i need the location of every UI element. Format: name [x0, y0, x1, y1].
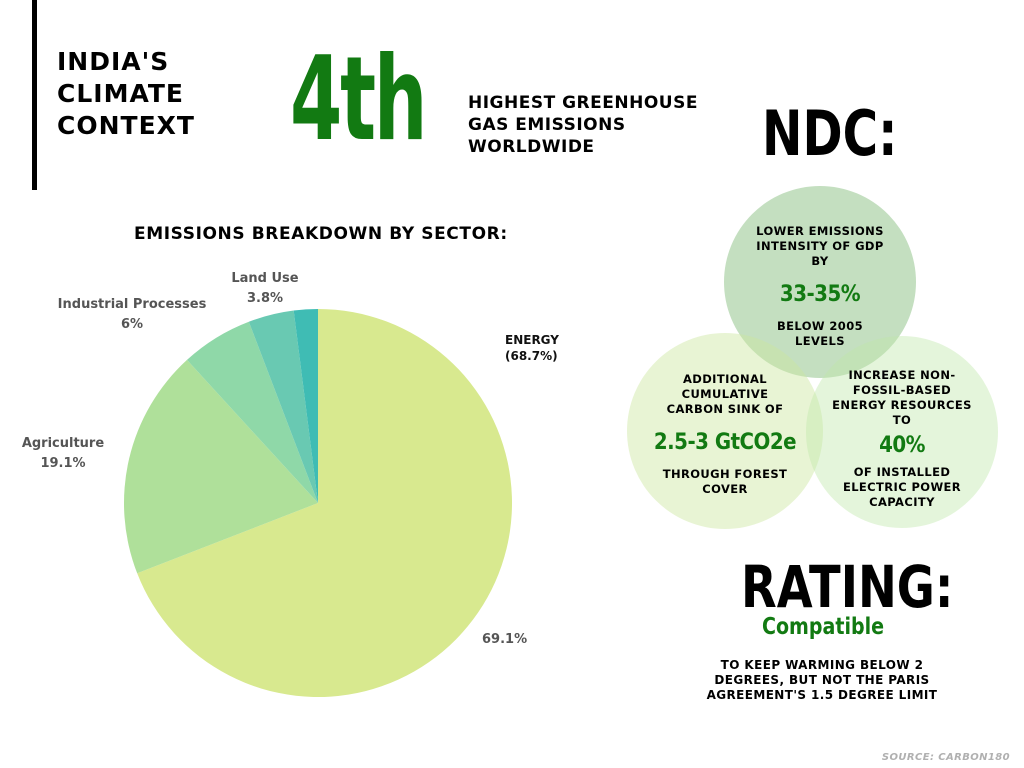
energy-annotation-name: ENERGY	[505, 333, 559, 347]
ndc-target-text: BY	[811, 254, 829, 268]
rating-description: TO KEEP WARMING BELOW 2 DEGREES, BUT NOT…	[690, 658, 954, 703]
ndc-target-text: THROUGH FOREST	[662, 467, 788, 481]
ndc-target-value: 40%	[879, 433, 925, 458]
ndc-target-text: CARBON SINK OF	[666, 402, 784, 416]
ndc-target-text: INCREASE NON-	[848, 368, 956, 382]
ndc-target-text: INTENSITY OF GDP	[756, 239, 884, 253]
ndc-target-carbon-sink: ADDITIONAL CUMULATIVE CARBON SINK OF 2.5…	[648, 372, 802, 497]
ndc-target-text: ADDITIONAL	[682, 372, 768, 386]
ndc-target-text: LEVELS	[795, 334, 845, 348]
ndc-target-text: OF INSTALLED	[853, 465, 951, 479]
pie-slice-label: Land Use	[231, 271, 298, 286]
rank-description-line: HIGHEST GREENHOUSE	[468, 93, 698, 113]
rating-description-line: DEGREES, BUT NOT THE PARIS	[714, 673, 930, 687]
source-credit: SOURCE: CARBON180	[881, 752, 1010, 763]
pie-slice	[124, 359, 318, 574]
ndc-target-text: ELECTRIC POWER	[842, 480, 962, 494]
ndc-target-text: LOWER EMISSIONS	[756, 224, 884, 238]
rating-title: RATING:	[741, 553, 954, 621]
pie-slice-value-label: 6%	[121, 317, 143, 332]
rating-value: Compatible	[762, 614, 885, 640]
context-title-line: INDIA'S	[57, 47, 170, 76]
energy-annotation-value: (68.7%)	[505, 349, 558, 363]
pie-slice	[248, 310, 318, 503]
pie-slice-label: Industrial Processes	[58, 297, 207, 312]
ndc-target-text: ENERGY RESOURCES	[832, 398, 972, 412]
ndc-target-text: CUMULATIVE	[681, 387, 769, 401]
accent-bar	[32, 0, 37, 190]
ndc-target-gdp: LOWER EMISSIONS INTENSITY OF GDP BY 33-3…	[745, 224, 895, 349]
ndc-target-value: 33-35%	[779, 282, 861, 307]
pie-slice	[186, 321, 318, 503]
pie-slice	[137, 309, 512, 697]
rank-description-line: WORLDWIDE	[468, 137, 595, 157]
pie-slice-label: Agriculture	[22, 436, 105, 451]
ndc-circle-gdp	[724, 186, 916, 378]
sector-pie-chart: 69.1% Agriculture 19.1% Industrial Processe…	[22, 271, 559, 697]
rating-description-line: TO KEEP WARMING BELOW 2	[720, 658, 924, 672]
ndc-circle-non-fossil	[806, 336, 998, 528]
ndc-target-text: BELOW 2005	[776, 319, 863, 333]
ndc-target-text: COVER	[702, 482, 748, 496]
ndc-target-text: FOSSIL-BASED	[852, 383, 952, 397]
rank-description: HIGHEST GREENHOUSE GAS EMISSIONS WORLDWI…	[468, 92, 728, 158]
ndc-title: NDC:	[762, 97, 898, 170]
ndc-target-text: CAPACITY	[869, 495, 935, 509]
chart-title: EMISSIONS BREAKDOWN BY SECTOR:	[134, 224, 508, 244]
rank-description-line: GAS EMISSIONS	[468, 115, 626, 135]
pie-slice	[293, 309, 318, 503]
context-title-line: CONTEXT	[57, 111, 195, 140]
emissions-rank: 4th	[290, 32, 427, 167]
ndc-target-text: TO	[892, 413, 912, 427]
context-title: INDIA'S CLIMATE CONTEXT	[57, 46, 257, 142]
context-title-line: CLIMATE	[57, 79, 184, 108]
ndc-target-non-fossil: INCREASE NON- FOSSIL-BASED ENERGY RESOUR…	[826, 368, 978, 510]
ndc-circle-carbon-sink	[627, 333, 823, 529]
pie-slice-label: 69.1%	[482, 632, 527, 647]
ndc-target-value: 2.5-3 GtCO2e	[653, 430, 797, 455]
rating-description-line: AGREEMENT'S 1.5 DEGREE LIMIT	[706, 688, 938, 702]
pie-slice-value-label: 19.1%	[40, 456, 85, 471]
pie-slice-value-label: 3.8%	[247, 291, 283, 306]
